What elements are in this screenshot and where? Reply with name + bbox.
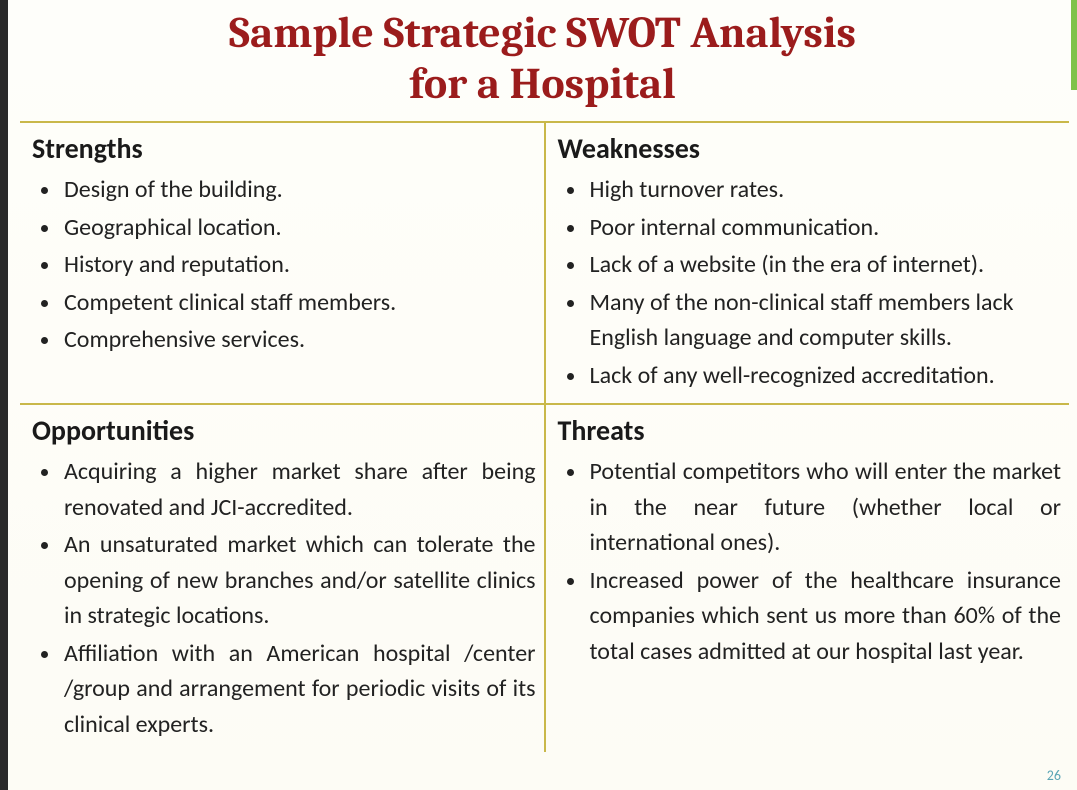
strengths-list: Design of the building. Geographical loc… [28, 172, 536, 358]
list-item: High turnover rates. [588, 172, 1062, 208]
list-item: Increased power of the healthcare insura… [588, 563, 1062, 670]
list-item: Acquiring a higher market share after be… [62, 454, 536, 525]
swot-table: Strengths Design of the building. Geogra… [20, 121, 1069, 752]
list-item: Lack of a website (in the era of interne… [588, 247, 1062, 283]
weaknesses-cell: Weaknesses High turnover rates. Poor int… [545, 122, 1070, 404]
strengths-header: Strengths [28, 127, 536, 172]
threats-list: Potential competitors who will enter the… [554, 454, 1062, 669]
title-line-1: Sample Strategic SWOT Analysis [229, 7, 856, 58]
list-item: Geographical location. [62, 210, 536, 246]
opportunities-cell: Opportunities Acquiring a higher market … [20, 404, 545, 752]
list-item: Many of the non-clinical staff members l… [588, 285, 1062, 356]
list-item: Potential competitors who will enter the… [588, 454, 1062, 561]
opportunities-header: Opportunities [28, 409, 536, 454]
list-item: Comprehensive services. [62, 322, 536, 358]
opportunities-list: Acquiring a higher market share after be… [28, 454, 536, 742]
slide-number: 26 [1047, 767, 1061, 784]
threats-cell: Threats Potential competitors who will e… [545, 404, 1070, 752]
list-item: Competent clinical staff members. [62, 285, 536, 321]
threats-header: Threats [554, 409, 1062, 454]
slide-container: Sample Strategic SWOT Analysis for a Hos… [0, 0, 1077, 790]
list-item: An unsaturated market which can tolerate… [62, 527, 536, 634]
slide-title: Sample Strategic SWOT Analysis for a Hos… [8, 0, 1077, 121]
list-item: Lack of any well-recognized accreditatio… [588, 358, 1062, 394]
list-item: Design of the building. [62, 172, 536, 208]
strengths-cell: Strengths Design of the building. Geogra… [20, 122, 545, 404]
list-item: History and reputation. [62, 247, 536, 283]
weaknesses-header: Weaknesses [554, 127, 1062, 172]
list-item: Poor internal communication. [588, 210, 1062, 246]
decorative-edge [1071, 0, 1077, 90]
title-line-2: for a Hospital [409, 58, 676, 109]
weaknesses-list: High turnover rates. Poor internal commu… [554, 172, 1062, 393]
list-item: Affiliation with an American hospital /c… [62, 636, 536, 743]
